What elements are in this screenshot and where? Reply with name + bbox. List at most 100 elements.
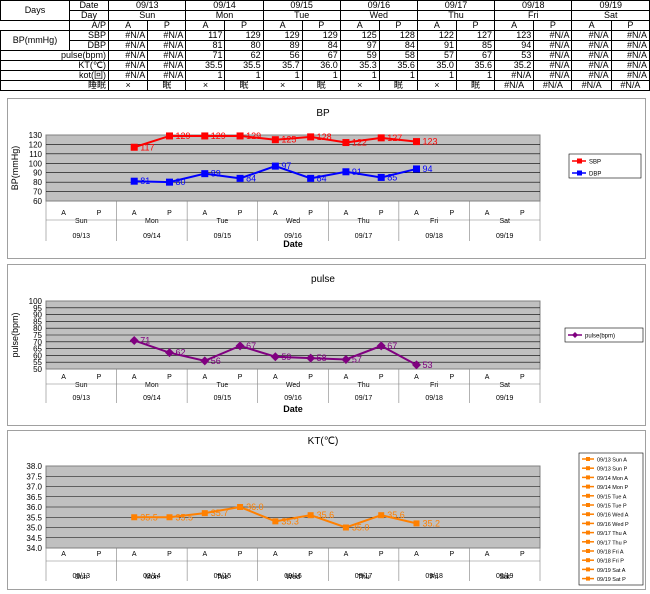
- kt-cell: 35.2: [494, 60, 535, 71]
- x-tick-label: A: [132, 210, 137, 217]
- x-tick-label: P: [167, 210, 172, 217]
- y-tick-label: 60: [33, 197, 42, 206]
- kt-cell: 35.0: [416, 60, 457, 71]
- x-tick-label: P: [449, 210, 454, 217]
- legend-marker: [586, 493, 590, 498]
- data-label: 97: [281, 161, 291, 171]
- pulse-cell: 67: [455, 50, 496, 61]
- data-label: 84: [246, 173, 256, 183]
- sbp-cell: #N/A: [610, 30, 650, 41]
- data-label: 125: [281, 135, 296, 145]
- y-tick-label: 35.5: [26, 513, 42, 522]
- y-axis-title: pulse(bpm): [10, 312, 20, 357]
- legend-marker: [577, 170, 582, 176]
- y-tick-label: 34.0: [26, 544, 42, 553]
- kt-cell: #N/A: [533, 60, 573, 71]
- kot-row-label: kot(回): [0, 70, 110, 81]
- kot-cell: #N/A: [533, 70, 573, 81]
- x-date-label: 09/13: [73, 573, 91, 580]
- legend-label: 09/13 Sun P: [597, 467, 628, 473]
- days-header: Days: [0, 0, 70, 21]
- x-tick-label: A: [132, 551, 137, 558]
- kt-cell: 35.6: [455, 60, 496, 71]
- legend-marker: [586, 530, 590, 535]
- data-label: 81: [140, 176, 150, 186]
- sleep-cell: 眠: [455, 80, 496, 91]
- data-label: 127: [387, 133, 402, 143]
- kot-cell: #N/A: [494, 70, 535, 81]
- x-tick-label: P: [379, 210, 384, 217]
- day-cell: Mon: [185, 10, 264, 21]
- data-point: [236, 132, 244, 140]
- x-tick-label: A: [61, 551, 66, 558]
- pulse-cell: #N/A: [147, 50, 187, 61]
- x-date-label: 09/18: [425, 573, 443, 580]
- legend-box: [564, 327, 644, 343]
- kt-cell: 35.7: [262, 60, 303, 71]
- data-label: 89: [211, 169, 221, 179]
- kt-cell: #N/A: [147, 60, 187, 71]
- x-day-label: Wed: [286, 574, 300, 581]
- x-tick-label: A: [273, 551, 278, 558]
- x-tick-label: P: [97, 210, 102, 217]
- x-day-label: Sat: [499, 218, 510, 225]
- x-date-label: 09/17: [355, 233, 373, 240]
- x-date-label: 09/18: [425, 233, 443, 240]
- data-point: [166, 178, 173, 186]
- data-label: 129: [246, 131, 261, 141]
- pulse-cell: 71: [185, 50, 226, 61]
- data-label: 85: [387, 172, 397, 182]
- kt-cell: #N/A: [108, 60, 149, 71]
- y-tick-label: 90: [33, 311, 42, 320]
- y-tick-label: 90: [33, 169, 42, 178]
- sleep-cell: 眠: [378, 80, 418, 91]
- x-tick-label: P: [308, 374, 313, 381]
- ap-cell: P: [455, 20, 496, 31]
- y-tick-label: 36.0: [26, 503, 42, 512]
- legend-marker: [586, 549, 590, 553]
- pulse-cell: 67: [301, 50, 341, 61]
- x-tick-label: P: [238, 210, 243, 217]
- pulse-cell: 53: [494, 50, 535, 61]
- legend-label: SBP: [589, 160, 601, 166]
- x-date-label: 09/15: [214, 233, 232, 240]
- data-point: [412, 360, 421, 370]
- x-tick-label: A: [202, 374, 207, 381]
- sleep-cell: #N/A: [610, 80, 650, 91]
- data-point: [307, 133, 315, 141]
- sbp-cell: #N/A: [571, 30, 612, 41]
- pulse-row-label: pulse(bpm): [0, 50, 110, 61]
- sleep-cell: 眠: [301, 80, 341, 91]
- data-label: 67: [246, 341, 256, 351]
- y-tick-label: 100: [29, 297, 43, 306]
- data-label: 129: [211, 131, 226, 141]
- y-tick-label: 110: [29, 150, 42, 159]
- data-point: [201, 510, 208, 517]
- data-point: [377, 134, 385, 142]
- date-cell: 09/19: [571, 0, 650, 11]
- x-tick-label: P: [238, 551, 243, 558]
- sbp-cell: 125: [339, 30, 380, 41]
- kot-cell: 1: [262, 70, 303, 81]
- x-date-label: 09/16: [284, 233, 302, 240]
- data-label: 35.6: [387, 510, 405, 520]
- data-label: 35.6: [317, 510, 335, 520]
- legend-label: 09/19 Sat A: [597, 568, 626, 574]
- ap-row-label: A/P: [68, 20, 110, 31]
- y-tick-label: 70: [33, 338, 42, 347]
- kt-cell: #N/A: [571, 60, 612, 71]
- legend-marker: [586, 558, 590, 563]
- x-day-label: Thu: [358, 574, 370, 581]
- sbp-cell: 129: [301, 30, 341, 41]
- y-tick-label: 85: [33, 317, 42, 326]
- legend-label: 09/18 Fri A: [597, 550, 624, 556]
- data-point: [307, 174, 315, 182]
- data-point: [378, 512, 385, 519]
- data-point: [130, 177, 138, 185]
- x-day-label: Mon: [145, 218, 159, 225]
- y-axis-title: BP(mmHg): [10, 146, 20, 191]
- dbp-cell: 85: [455, 40, 496, 51]
- ap-cell: P: [147, 20, 187, 31]
- ap-cell: A: [339, 20, 380, 31]
- chart-title: BP: [316, 108, 330, 119]
